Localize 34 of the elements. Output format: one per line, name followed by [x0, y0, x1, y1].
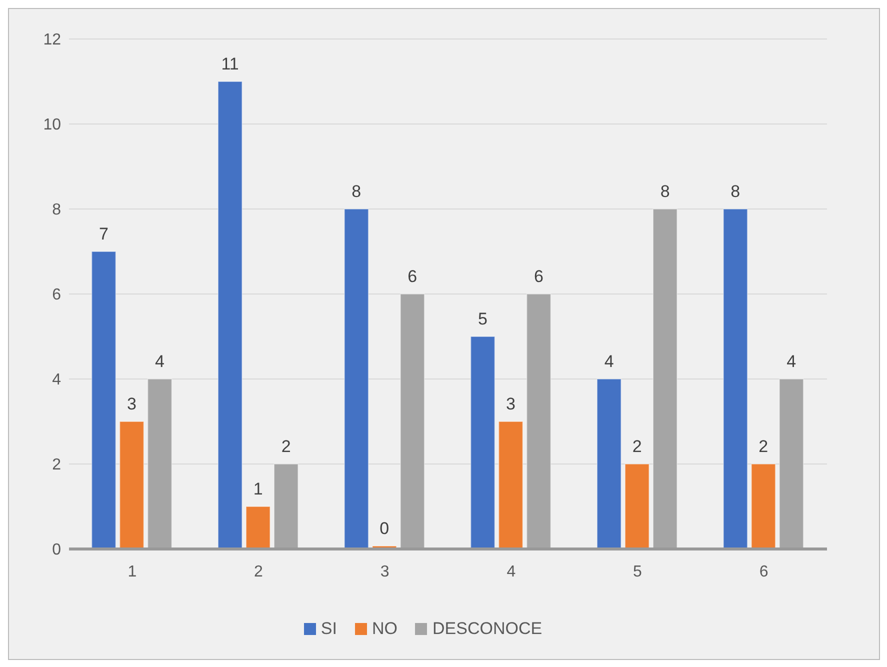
data-label: 8 — [660, 182, 670, 201]
legend-label: NO — [372, 619, 398, 639]
x-tick-label: 2 — [254, 563, 264, 580]
legend-label: SI — [320, 619, 337, 639]
data-label: 8 — [352, 182, 362, 201]
data-label: 4 — [786, 352, 796, 371]
y-tick-label: 10 — [43, 116, 62, 134]
data-label: 1 — [253, 480, 263, 498]
data-label: 5 — [478, 310, 488, 328]
x-tick-label: 5 — [633, 563, 642, 580]
x-tick-label: 3 — [380, 563, 390, 580]
data-label: 4 — [155, 352, 164, 371]
y-tick-label: 6 — [52, 286, 62, 304]
y-tick-label: 0 — [52, 542, 62, 559]
data-label: 8 — [730, 182, 740, 201]
data-label: 3 — [127, 394, 136, 414]
data-label: 0 — [380, 519, 390, 538]
y-tick-label: 12 — [43, 32, 62, 49]
legend-label: DESCONOCE — [432, 619, 542, 639]
data-label: 6 — [534, 267, 544, 286]
y-tick-label: 4 — [52, 372, 62, 389]
data-label: 6 — [408, 267, 418, 286]
data-label: 2 — [758, 437, 768, 456]
y-tick-label: 2 — [52, 456, 62, 474]
data-label: 7 — [99, 224, 108, 244]
data-label: 2 — [281, 437, 291, 456]
x-tick-label: 6 — [759, 563, 768, 580]
y-tick-label: 8 — [52, 202, 62, 219]
data-label: 2 — [632, 437, 642, 456]
x-tick-label: 1 — [128, 563, 137, 580]
data-label: 11 — [221, 54, 239, 74]
data-label: 3 — [506, 394, 516, 414]
x-tick-label: 4 — [506, 563, 516, 580]
data-label: 4 — [604, 352, 614, 371]
